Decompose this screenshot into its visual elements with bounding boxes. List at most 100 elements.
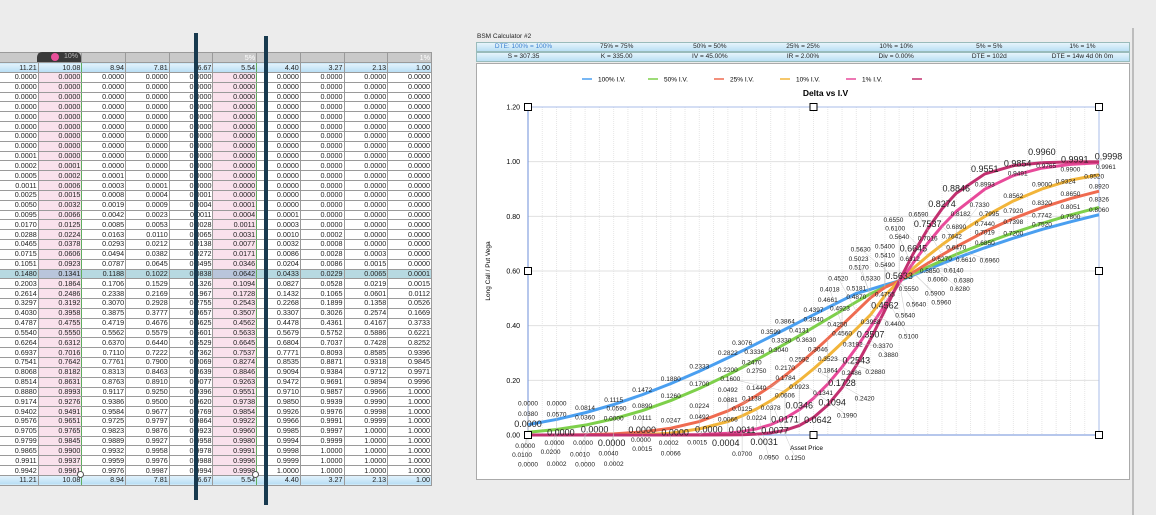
cell[interactable]: 0.0000: [212, 189, 258, 201]
delta-spreadsheet[interactable]: 5% 1% 11.21 10.08 8.94 7.81 6.67 5.54 4.40 3.27 2.…: [0, 52, 432, 486]
cell[interactable]: 1.0000: [387, 386, 432, 398]
cell[interactable]: 0.0000: [343, 209, 389, 221]
cell[interactable]: 0.0000: [387, 160, 432, 172]
cell[interactable]: 1.0000: [343, 455, 389, 467]
delta-chart[interactable]: 0.00 0.20 0.40 0.60 0.80 1.00 1.20 Delta vs I.V…: [476, 63, 1130, 480]
cell[interactable]: 0.0219: [343, 278, 389, 290]
cell[interactable]: 0.0008: [299, 239, 345, 250]
cell[interactable]: 1.0000: [343, 465, 389, 476]
cell[interactable]: 0.0000: [212, 130, 258, 142]
cell[interactable]: 0.9966: [343, 386, 389, 398]
cell[interactable]: 0.1864: [37, 278, 83, 290]
cell[interactable]: 0.1341: [37, 268, 83, 280]
cell[interactable]: 0.0346: [212, 258, 258, 270]
cell[interactable]: 0.0000: [125, 111, 170, 123]
cell[interactable]: 0.9991: [212, 445, 258, 457]
cell[interactable]: 0.0224: [37, 229, 83, 241]
cell[interactable]: 0.9980: [212, 435, 258, 447]
cell[interactable]: 1.0000: [387, 455, 432, 467]
cell[interactable]: 0.0000: [0, 121, 39, 132]
cell[interactable]: 0.0000: [343, 140, 389, 152]
cell[interactable]: 0.8880: [0, 386, 39, 398]
cell[interactable]: 0.9996: [387, 376, 432, 388]
cell[interactable]: 0.0000: [387, 199, 432, 211]
cell[interactable]: 0.1022: [125, 268, 170, 280]
cell[interactable]: 0.8463: [125, 366, 170, 378]
cell[interactable]: 0.9976: [125, 455, 170, 467]
cell[interactable]: 0.0000: [0, 81, 39, 93]
cell[interactable]: 0.8252: [387, 337, 432, 349]
cell[interactable]: 0.0601: [343, 288, 389, 300]
cell[interactable]: 0.9823: [81, 425, 127, 437]
cell[interactable]: 0.1326: [168, 278, 214, 290]
cell[interactable]: 0.4676: [125, 317, 170, 329]
resize-handle[interactable]: [1095, 267, 1103, 275]
cell[interactable]: 0.0011: [168, 209, 214, 221]
cell[interactable]: 0.4167: [343, 317, 389, 329]
cell[interactable]: 0.0000: [212, 140, 258, 152]
cell[interactable]: 0.0000: [387, 170, 432, 182]
cell[interactable]: 0.7222: [125, 347, 170, 359]
cell[interactable]: 0.0606: [37, 248, 83, 260]
cell[interactable]: 0.0000: [81, 130, 127, 142]
cell[interactable]: 0.0000: [168, 91, 214, 103]
cell[interactable]: 0.0000: [125, 150, 170, 162]
cell[interactable]: 0.9990: [343, 396, 389, 408]
cell[interactable]: 0.1967: [168, 288, 214, 300]
cell[interactable]: 0.0031: [212, 229, 258, 241]
cell[interactable]: 6.67: [168, 474, 214, 486]
cell[interactable]: 0.9927: [125, 435, 170, 447]
cell[interactable]: 0.7541: [0, 357, 39, 368]
cell[interactable]: 0.0000: [387, 229, 432, 241]
cell[interactable]: 0.0000: [387, 248, 432, 260]
cell[interactable]: 0.9999: [343, 415, 389, 427]
cell[interactable]: 0.0125: [37, 219, 83, 231]
cell[interactable]: 0.9797: [125, 415, 170, 427]
cell[interactable]: 0.0002: [37, 170, 83, 182]
cell[interactable]: 11.21: [0, 474, 39, 486]
cell[interactable]: 0.9845: [387, 357, 432, 368]
cell[interactable]: 0.0000: [387, 209, 432, 221]
cell[interactable]: 0.0009: [125, 199, 170, 211]
cell[interactable]: 0.0050: [0, 199, 39, 211]
cell[interactable]: 0.0000: [212, 72, 258, 83]
cell[interactable]: 0.4719: [81, 317, 127, 329]
cell[interactable]: 0.0000: [299, 150, 345, 162]
color-picker-tooltip[interactable]: 10%: [37, 52, 81, 62]
cell[interactable]: 0.0005: [0, 170, 39, 182]
cell[interactable]: 8.94: [81, 62, 127, 73]
cell[interactable]: 0.0000: [125, 160, 170, 172]
cell[interactable]: 0.0000: [343, 219, 389, 231]
cell[interactable]: 0.1669: [387, 307, 432, 319]
cell[interactable]: 0.0000: [343, 239, 389, 250]
cell[interactable]: 0.9922: [212, 415, 258, 427]
cell[interactable]: 1.0000: [387, 445, 432, 457]
cell[interactable]: 0.9958: [125, 445, 170, 457]
cell[interactable]: 0.0288: [0, 229, 39, 241]
cell[interactable]: 0.9865: [0, 445, 39, 457]
cell[interactable]: 0.1480: [0, 268, 39, 280]
cell[interactable]: 0.0000: [387, 140, 432, 152]
cell[interactable]: 0.0001: [81, 170, 127, 182]
cell[interactable]: 0.9318: [343, 357, 389, 368]
cell[interactable]: 0.5601: [168, 327, 214, 339]
cell[interactable]: 0.0095: [0, 209, 39, 221]
cell[interactable]: 0.5562: [81, 327, 127, 339]
cell[interactable]: 0.0000: [168, 180, 214, 191]
cell[interactable]: 0.0028: [168, 219, 214, 231]
cell[interactable]: 0.8182: [37, 366, 83, 378]
cell[interactable]: 0.0000: [168, 150, 214, 162]
cell[interactable]: 0.9651: [37, 415, 83, 427]
cell[interactable]: 1.0000: [387, 415, 432, 427]
cell[interactable]: 0.0004: [125, 189, 170, 201]
cell[interactable]: 0.0065: [343, 268, 389, 280]
cell[interactable]: 0.5550: [37, 327, 83, 339]
cell[interactable]: 10.08: [37, 62, 83, 73]
cell[interactable]: 0.8274: [212, 357, 258, 368]
cell[interactable]: 0.0000: [343, 199, 389, 211]
cell[interactable]: 0.9932: [81, 445, 127, 457]
cell[interactable]: 0.0000: [0, 130, 39, 142]
cell[interactable]: 0.0378: [37, 239, 83, 250]
cell[interactable]: 0.0000: [299, 170, 345, 182]
cell[interactable]: 0.0000: [168, 72, 214, 83]
